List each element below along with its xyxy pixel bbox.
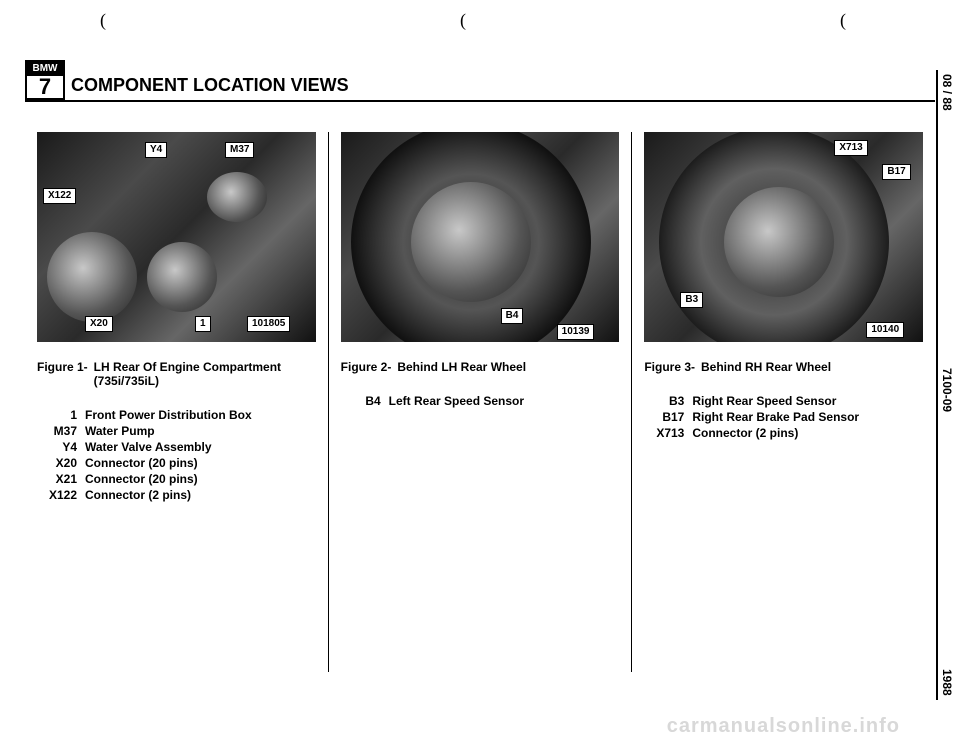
side-date: 08 / 88 [940,74,954,111]
side-year: 1988 [940,669,954,696]
bmw-logo: BMW 7 [25,60,65,100]
legend-row: B17 Right Rear Brake Pad Sensor [644,410,923,424]
legend-key: X21 [37,472,77,486]
figure-caption-text: LH Rear Of Engine Compartment (735i/735i… [94,360,316,388]
legend-key: Y4 [37,440,77,454]
legend-value: Water Pump [85,424,155,438]
side-section: 7100-09 [940,368,954,412]
logo-bottom-text: 7 [39,76,51,98]
legend-value: Front Power Distribution Box [85,408,252,422]
legend-value: Left Rear Speed Sensor [389,394,524,408]
legend-key: 1 [37,408,77,422]
figure-number: Figure 2- [341,360,392,374]
legend-key: B17 [644,410,684,424]
paren-mark: ( [460,10,466,31]
legend-row: B3 Right Rear Speed Sensor [644,394,923,408]
figure-number: Figure 1- [37,360,88,388]
legend-value: Connector (20 pins) [85,456,198,470]
figure-column: B4 10139 Figure 2- Behind LH Rear Wheel … [328,132,632,672]
photo-label: X20 [85,316,113,332]
figure-number: Figure 3- [644,360,695,374]
legend-row: M37 Water Pump [37,424,316,438]
figure-legend: B4 Left Rear Speed Sensor [341,394,620,408]
paren-mark: ( [840,10,846,31]
legend-row: X122 Connector (2 pins) [37,488,316,502]
photo-label: B3 [680,292,703,308]
watermark-text: carmanualsonline.info [667,715,900,738]
figure-photo: X713 B17 B3 10140 [644,132,923,342]
photo-label: M37 [225,142,254,158]
figure-caption: Figure 1- LH Rear Of Engine Compartment … [37,360,316,388]
photo-label: 10140 [866,322,904,338]
photo-label: 10139 [557,324,595,340]
photo-label: B4 [501,308,524,324]
photo-label: X713 [834,140,867,156]
legend-row: Y4 Water Valve Assembly [37,440,316,454]
photo-label: 101805 [247,316,290,332]
figure-legend: B3 Right Rear Speed Sensor B17 Right Rear … [644,394,923,440]
figure-photo: B4 10139 [341,132,620,342]
legend-row: X21 Connector (20 pins) [37,472,316,486]
figure-caption: Figure 2- Behind LH Rear Wheel [341,360,620,374]
photo-label: B17 [882,164,910,180]
legend-value: Right Rear Speed Sensor [692,394,836,408]
page-title: COMPONENT LOCATION VIEWS [71,75,935,100]
photo-label: X122 [43,188,76,204]
figure-caption-text: Behind RH Rear Wheel [701,360,831,374]
legend-row: 1 Front Power Distribution Box [37,408,316,422]
legend-value: Water Valve Assembly [85,440,212,454]
figure-legend: 1 Front Power Distribution Box M37 Water P… [37,408,316,502]
side-info-bar: 08 / 88 7100-09 1988 [936,70,956,700]
figure-caption-text: Behind LH Rear Wheel [397,360,526,374]
legend-value: Right Rear Brake Pad Sensor [692,410,859,424]
legend-row: X713 Connector (2 pins) [644,426,923,440]
photo-label: 1 [195,316,211,332]
legend-key: X713 [644,426,684,440]
figure-photo: Y4 M37 X122 X20 1 101805 [37,132,316,342]
page-header: BMW 7 COMPONENT LOCATION VIEWS [25,60,935,102]
legend-key: X122 [37,488,77,502]
figure-column: Y4 M37 X122 X20 1 101805 Figure 1- LH Re… [25,132,328,672]
page-content: BMW 7 COMPONENT LOCATION VIEWS Y4 M37 X1… [25,60,935,700]
legend-row: B4 Left Rear Speed Sensor [341,394,620,408]
figure-caption: Figure 3- Behind RH Rear Wheel [644,360,923,374]
legend-value: Connector (20 pins) [85,472,198,486]
figure-column: X713 B17 B3 10140 Figure 3- Behind RH Re… [631,132,935,672]
figure-columns: Y4 M37 X122 X20 1 101805 Figure 1- LH Re… [25,132,935,672]
photo-label: Y4 [145,142,167,158]
legend-value: Connector (2 pins) [692,426,798,440]
paren-mark: ( [100,10,106,31]
legend-key: M37 [37,424,77,438]
legend-value: Connector (2 pins) [85,488,191,502]
legend-key: X20 [37,456,77,470]
legend-row: X20 Connector (20 pins) [37,456,316,470]
legend-key: B3 [644,394,684,408]
legend-key: B4 [341,394,381,408]
